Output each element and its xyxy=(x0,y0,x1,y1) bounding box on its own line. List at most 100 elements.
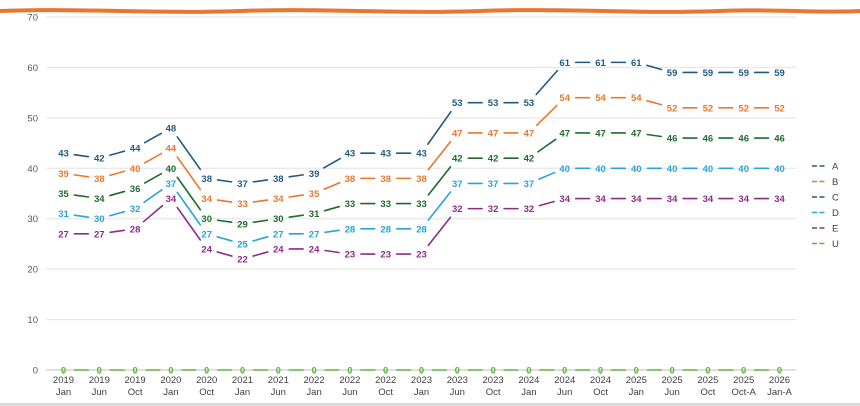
data-label: 59 xyxy=(667,68,678,79)
data-label: 0 xyxy=(419,366,424,377)
data-label: 43 xyxy=(345,149,356,160)
data-label: 59 xyxy=(738,68,749,79)
data-label: 32 xyxy=(130,204,141,215)
data-label: 47 xyxy=(488,128,499,139)
data-label: 40 xyxy=(130,164,141,175)
data-label: 28 xyxy=(380,224,391,235)
data-label: 40 xyxy=(559,164,570,175)
series-segment xyxy=(427,216,452,247)
data-label: 36 xyxy=(130,184,141,195)
data-label: 30 xyxy=(201,214,212,225)
data-label: 0 xyxy=(741,366,746,377)
y-axis: 0 10 20 30 40 50 60 70 xyxy=(27,13,38,377)
series-segment xyxy=(216,179,233,183)
x-tick-label-year: 2020 xyxy=(196,375,217,386)
x-tick-label-year: 2025 xyxy=(662,375,683,386)
series-segment xyxy=(216,251,233,257)
series-segment xyxy=(535,104,558,127)
series-segment xyxy=(73,214,90,218)
data-label: 32 xyxy=(524,204,535,215)
x-tick-label-period: Oct xyxy=(128,387,143,398)
x-tick-label-period: Jun xyxy=(557,387,572,398)
data-label: 59 xyxy=(774,68,785,79)
data-label: 54 xyxy=(595,93,606,104)
series-segment xyxy=(109,150,126,157)
data-label: 30 xyxy=(94,214,105,225)
data-label: 28 xyxy=(345,224,356,235)
x-tick-label-year: 2021 xyxy=(268,375,289,386)
data-label: 46 xyxy=(774,134,785,145)
legend-label: B xyxy=(832,177,838,188)
x-tick-label-period: Jun xyxy=(271,387,286,398)
x-tick-label-year: 2024 xyxy=(518,375,539,386)
data-label: 32 xyxy=(488,204,499,215)
data-label: 34 xyxy=(559,194,570,205)
series-segment xyxy=(252,236,269,242)
data-label: 0 xyxy=(598,366,603,377)
legend-item-e: E xyxy=(812,224,838,235)
x-tick-label-period: Jan xyxy=(235,387,250,398)
x-tick-label-year: 2023 xyxy=(411,375,432,386)
data-label: 22 xyxy=(237,255,248,266)
series-segment xyxy=(288,194,305,198)
x-tick-label-period: Jan xyxy=(163,387,178,398)
legend-item-u: U xyxy=(812,239,839,250)
x-tick-label-period: Jan xyxy=(306,387,321,398)
x-tick-label-period: Jun xyxy=(664,387,679,398)
x-tick-label-period: Jan xyxy=(629,387,644,398)
data-labels: 43 42 44 48 38 37 38 39 43 43 43 53 53 53 61 61 61 59 59 59… xyxy=(58,58,785,377)
series-segment xyxy=(538,200,555,207)
data-label: 0 xyxy=(455,366,460,377)
data-label: 46 xyxy=(703,134,714,145)
data-label: 0 xyxy=(562,366,567,377)
series-segment xyxy=(252,199,269,203)
data-label: 27 xyxy=(58,229,69,240)
data-label: 61 xyxy=(559,58,570,69)
data-label: 38 xyxy=(416,174,427,185)
data-label: 0 xyxy=(347,366,352,377)
x-tick-label-year: 2021 xyxy=(232,375,253,386)
series-segment xyxy=(322,157,342,169)
series-segment xyxy=(176,136,202,171)
data-label: 52 xyxy=(703,103,714,114)
series-segment xyxy=(252,251,269,257)
series-segment xyxy=(143,172,163,184)
series-segment xyxy=(427,166,452,196)
y-tick-label: 20 xyxy=(27,265,38,276)
data-label: 40 xyxy=(774,164,785,175)
series-segment xyxy=(216,219,233,224)
series-segment xyxy=(143,132,163,144)
data-label: 52 xyxy=(667,103,678,114)
data-label: 0 xyxy=(383,366,388,377)
data-label: 42 xyxy=(452,154,463,165)
series-segment xyxy=(427,140,452,171)
data-label: 0 xyxy=(132,366,137,377)
legend-item-c: C xyxy=(812,193,839,204)
data-label: 43 xyxy=(58,149,69,160)
series-segment xyxy=(176,156,202,191)
data-label: 0 xyxy=(526,366,531,377)
data-label: 42 xyxy=(488,154,499,165)
data-label: 40 xyxy=(667,164,678,175)
legend-label: E xyxy=(832,224,838,235)
series-segment xyxy=(427,110,452,145)
data-label: 34 xyxy=(94,194,105,205)
series-c xyxy=(73,132,770,224)
data-label: 52 xyxy=(774,103,785,114)
data-label: 28 xyxy=(416,224,427,235)
data-label: 30 xyxy=(273,214,284,225)
x-tick-label-year: 2020 xyxy=(160,375,181,386)
legend-label: D xyxy=(832,208,839,219)
series-segment xyxy=(142,204,164,223)
data-label: 25 xyxy=(237,239,248,250)
data-label: 38 xyxy=(201,174,212,185)
x-tick-label-period: Jun xyxy=(92,387,107,398)
series-segment xyxy=(252,179,269,183)
data-label: 53 xyxy=(452,98,463,109)
x-tick-label-period: Oct xyxy=(378,387,393,398)
data-label: 34 xyxy=(201,194,212,205)
x-axis: 2019Jan2019Jun2019Oct2020Jan2020Oct2021J… xyxy=(53,370,793,398)
series-a xyxy=(73,61,770,183)
x-tick-label-period: Jan xyxy=(521,387,536,398)
